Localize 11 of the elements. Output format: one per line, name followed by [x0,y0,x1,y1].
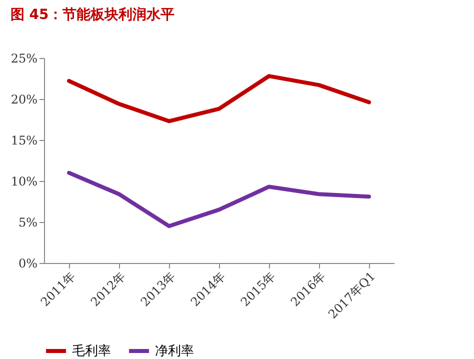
chart-title: 图 45：节能板块利润水平 [10,6,175,23]
y-tick-label: 5% [18,216,38,230]
line-series [67,170,371,228]
y-tick-label: 0% [18,256,38,270]
y-tick-label: 15% [10,134,38,148]
y-tick-label: 10% [10,174,38,188]
line-series [67,74,371,124]
y-tick-label: 20% [10,92,38,106]
y-tick-label: 25% [10,52,38,66]
legend-label: 毛利率 [72,343,111,359]
legend-label: 净利率 [155,343,194,359]
